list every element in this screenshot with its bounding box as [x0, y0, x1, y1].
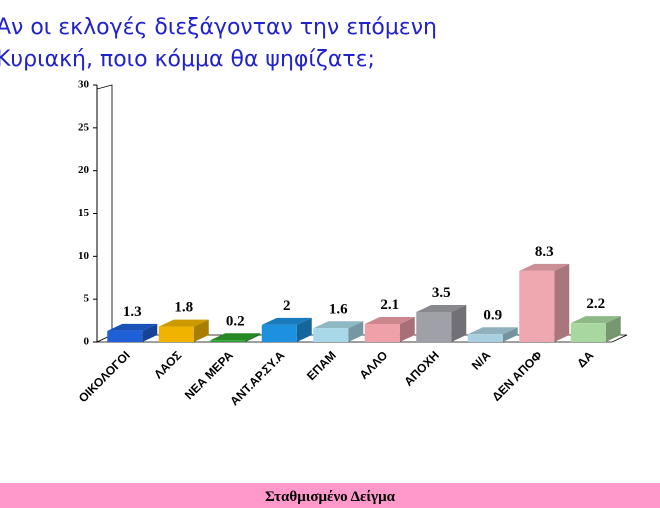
bar-top [519, 263, 570, 271]
bar-top [467, 327, 518, 335]
bar [313, 328, 349, 342]
bar [261, 324, 297, 342]
bar-side [502, 327, 518, 342]
bar-group [261, 317, 312, 342]
y-tick-label: 0 [84, 336, 90, 348]
bar-side [193, 319, 209, 342]
x-tick-label: ΝΕΑ ΜΕΡΑ [182, 348, 236, 402]
x-tick-label: ΛΑΟΣ [151, 348, 184, 381]
y-tick-label: 20 [78, 164, 90, 176]
bar-top [261, 317, 312, 325]
y-tick-label: 10 [78, 250, 90, 262]
back-wall [96, 84, 113, 343]
bar-top [107, 323, 158, 331]
x-tick-label: ΑΛΛΟ [357, 348, 391, 382]
y-tick-label: 30 [78, 79, 90, 91]
x-tick-label: ΟΙΚΟΛΟΓΟΙ [76, 348, 133, 405]
x-tick-label: ΑΠΟΧΗ [401, 348, 442, 389]
bar-group [364, 317, 415, 342]
bar-group [107, 323, 158, 342]
bar-top [210, 333, 261, 341]
bar-group [467, 327, 518, 342]
bar-side [296, 317, 312, 342]
value-label: 2.1 [380, 297, 399, 313]
chart-title: Αν οι εκλογές διεξάγονταν την επόμενη [0, 15, 437, 40]
x-tick-label: ΕΠΑΜ [304, 348, 339, 383]
value-label: 0.9 [483, 307, 502, 323]
bar-top [416, 305, 467, 313]
bar-group [570, 316, 621, 342]
bar [416, 312, 452, 342]
footer-bar [0, 483, 660, 508]
bar-side [554, 263, 570, 342]
bar [364, 324, 400, 342]
bar-side [399, 317, 415, 342]
x-tick-label: ΑΝΤ.ΑΡ.ΣΥ.Α [227, 348, 287, 408]
bar-side [348, 321, 364, 342]
bar-group [519, 263, 570, 342]
bar [210, 340, 246, 342]
bar-top [364, 317, 415, 325]
bar-side [245, 333, 261, 342]
bar-group [158, 319, 209, 342]
value-label: 0.2 [226, 313, 245, 329]
value-label: 1.3 [123, 304, 142, 320]
bar-group [416, 305, 467, 342]
bar [519, 270, 555, 342]
y-tick-label: 15 [78, 207, 90, 219]
bar-side [142, 323, 158, 342]
bar-group [210, 333, 261, 342]
value-label: 1.6 [329, 301, 348, 317]
footer: Σταθμισμένο Δείγμα [265, 489, 396, 505]
bar-top [313, 321, 364, 329]
x-tick-label: ΔΕΝ ΑΠΟΦ [489, 348, 545, 404]
bar [570, 323, 606, 342]
value-label: 8.3 [535, 244, 554, 260]
y-tick-label: 25 [78, 121, 90, 133]
bar [107, 330, 143, 342]
x-tick-label: Ν/Α [469, 348, 494, 373]
x-tick-label: ΔΑ [574, 348, 596, 370]
bar-group [313, 321, 364, 342]
bar-top [570, 316, 621, 324]
bar-top [158, 319, 209, 327]
value-label: 1.8 [174, 300, 193, 316]
bar-side [451, 305, 467, 342]
chart-title: Κυριακή, ποιο κόμμα θα ψηφίζατε; [0, 47, 375, 72]
bar-side [605, 316, 621, 342]
y-tick-label: 5 [84, 293, 90, 305]
value-label: 2.2 [586, 296, 605, 312]
value-label: 2 [283, 298, 291, 314]
bar [158, 326, 194, 342]
value-label: 3.5 [432, 285, 451, 301]
bar [467, 334, 503, 342]
